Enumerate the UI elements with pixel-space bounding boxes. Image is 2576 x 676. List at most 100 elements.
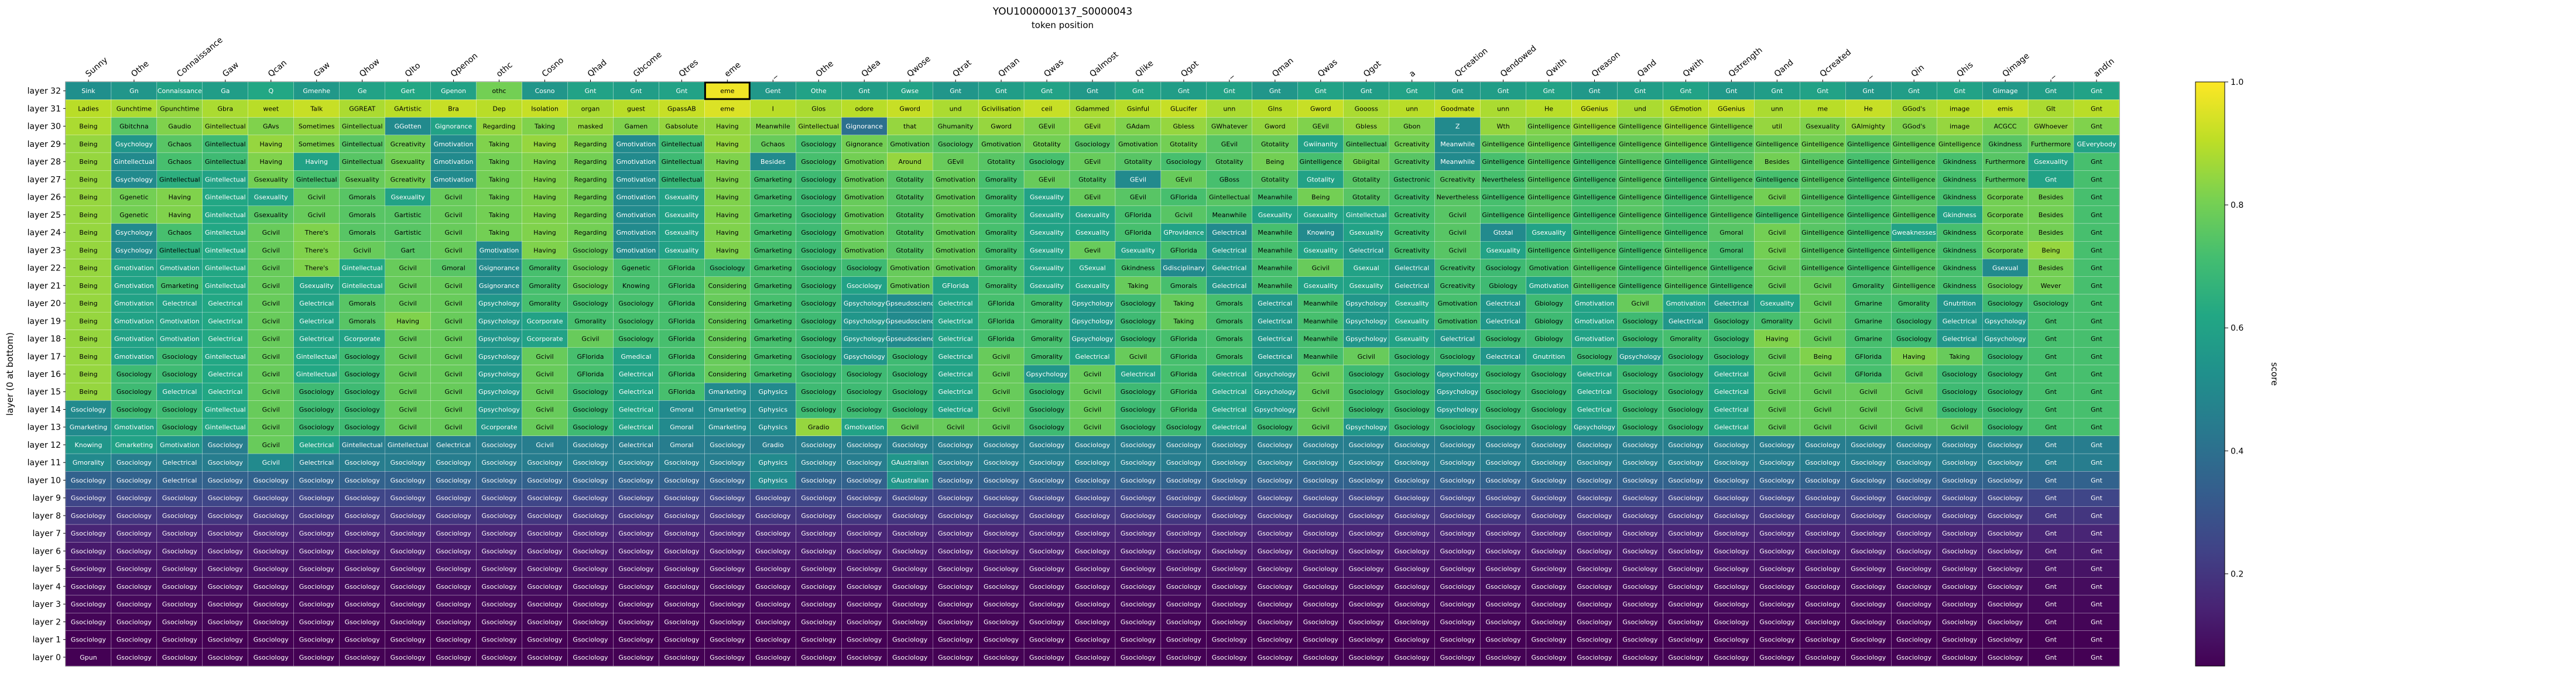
y-tick-label: layer 32 bbox=[28, 87, 61, 96]
colorbar-gradient bbox=[2195, 81, 2225, 667]
heatmap-cell bbox=[1023, 117, 1070, 135]
cell-token-label: Gnt bbox=[1087, 87, 1098, 95]
cell-token-label: Gnt bbox=[676, 87, 687, 95]
cell-token-label: unn bbox=[1406, 105, 1418, 112]
cell-token-label: guest bbox=[627, 105, 645, 112]
heatmap-cell bbox=[1252, 81, 1298, 100]
cell-token-label: Dep bbox=[492, 105, 505, 112]
cell-token-label: unn bbox=[1497, 105, 1509, 112]
heatmap-cell bbox=[248, 117, 294, 135]
cell-token-label: Gnt bbox=[1635, 87, 1646, 95]
heatmap-cell bbox=[1115, 81, 1162, 100]
cell-token-label: Gsinful bbox=[1127, 105, 1149, 112]
heatmap-cell bbox=[293, 117, 340, 135]
heatmap-cell bbox=[1434, 81, 1481, 100]
cell-token-label: I bbox=[772, 105, 774, 112]
heatmap-cell bbox=[111, 81, 157, 100]
cell-token-label: Gbless bbox=[1173, 123, 1195, 131]
cell-token-label: Gimage bbox=[1993, 87, 2018, 95]
heatmap-cell bbox=[1845, 99, 1892, 118]
cell-token-label: image bbox=[1950, 105, 1969, 112]
heatmap-cell bbox=[1526, 99, 1572, 118]
heatmap-cell bbox=[1297, 99, 1344, 118]
heatmap-cell bbox=[1754, 81, 1800, 100]
cell-token-label: othc bbox=[492, 87, 506, 95]
cell-token-label: Gnt bbox=[2091, 87, 2102, 95]
heatmap-cell bbox=[1617, 99, 1663, 118]
heatmap-cell bbox=[659, 99, 705, 118]
cell-token-label: Sometimes bbox=[299, 123, 335, 131]
cell-token-label: GGREAT bbox=[349, 105, 375, 112]
heatmap-cell bbox=[2027, 99, 2074, 118]
cell-token-label: Ga bbox=[221, 87, 229, 95]
cell-token-label: Gdammed bbox=[1075, 105, 1109, 112]
cell-token-label: Gintellectual bbox=[798, 123, 839, 131]
colorbar-tick-label: 0.6 bbox=[2231, 324, 2243, 333]
colorbar-tick-label: 0.8 bbox=[2231, 201, 2243, 210]
cell-token-label: Glos bbox=[811, 105, 825, 112]
heatmap-cell bbox=[1982, 81, 2029, 100]
cell-token-label: unn bbox=[1223, 105, 1235, 112]
cell-token-label: GEvil bbox=[1313, 123, 1329, 131]
heatmap-cell bbox=[1069, 99, 1116, 118]
cell-token-label: Having bbox=[716, 123, 739, 131]
cell-token-label: Glns bbox=[1268, 105, 1283, 112]
cell-token-label: Gnt bbox=[1680, 87, 1692, 95]
cell-token-label: Gnt bbox=[1224, 87, 1235, 95]
cell-token-label: Gnt bbox=[1498, 87, 1509, 95]
cell-token-label: Gunchtime bbox=[117, 105, 152, 112]
cell-token-label: Gnt bbox=[1862, 87, 1874, 95]
cell-token-label: Gnt bbox=[1406, 87, 1418, 95]
cell-token-label: Gnt bbox=[1817, 87, 1828, 95]
cell-token-label: Gword bbox=[991, 123, 1012, 131]
cell-token-label: Bra bbox=[448, 105, 459, 112]
cell-token-label: organ bbox=[581, 105, 600, 112]
heatmap-cell bbox=[1526, 81, 1572, 100]
heatmap-cell bbox=[430, 117, 477, 135]
cell-token-label: Goodmate bbox=[1441, 105, 1475, 112]
cell-token-label: Gnt bbox=[1725, 87, 1737, 95]
heatmap-cell bbox=[522, 117, 568, 135]
colorbar-tick-label: 0.4 bbox=[2231, 447, 2243, 456]
cell-token-label: Gaudio bbox=[168, 123, 191, 131]
cell-token-label: Gnt bbox=[1041, 87, 1053, 95]
cell-token-label: Gnt bbox=[1543, 87, 1555, 95]
cell-token-label: und bbox=[950, 105, 962, 112]
heatmap-cell bbox=[796, 117, 842, 135]
heatmap-cell bbox=[476, 99, 522, 118]
cell-token-label: Gent bbox=[765, 87, 781, 95]
heatmap-cell bbox=[1480, 99, 1526, 118]
chart-subtitle: token position bbox=[1031, 20, 1094, 30]
cell-token-label: Goooss bbox=[1355, 105, 1378, 112]
heatmap-cell bbox=[796, 99, 842, 118]
cell-token-label: me bbox=[1818, 105, 1828, 112]
cell-token-label: Gnt bbox=[1954, 87, 1965, 95]
heatmap-cell bbox=[978, 99, 1025, 118]
heatmap-cell bbox=[1115, 99, 1162, 118]
heatmap-cell bbox=[1160, 81, 1207, 100]
heatmap-cell bbox=[887, 99, 933, 118]
cell-token-label: Gmenhe bbox=[303, 87, 330, 95]
heatmap-cell bbox=[659, 81, 705, 100]
heatmap-cell bbox=[1160, 99, 1207, 118]
cell-token-label: Gword bbox=[1265, 123, 1286, 131]
cell-token-label: Sink bbox=[81, 87, 95, 95]
cell-token-label: Regarding bbox=[483, 123, 516, 131]
cell-token-label: Gbitchna bbox=[119, 123, 149, 131]
cell-token-label: Gnt bbox=[995, 87, 1007, 95]
heatmap-cell bbox=[293, 99, 340, 118]
heatmap-cell bbox=[1297, 117, 1344, 135]
cell-token-label: Gamen bbox=[625, 123, 648, 131]
heatmap-cell bbox=[1389, 99, 1435, 118]
heatmap-cell bbox=[1069, 117, 1116, 135]
cell-token-label: Ghumanity bbox=[938, 123, 974, 131]
heatmap-cell bbox=[476, 81, 522, 100]
cell-token-label: Gpenon bbox=[441, 87, 466, 95]
cell-token-label: Gnt bbox=[585, 87, 597, 95]
heatmap-cell bbox=[202, 99, 248, 118]
cell-token-label: Gwse bbox=[901, 87, 919, 95]
cell-token-label: GpassAB bbox=[667, 105, 696, 112]
heatmap-cell bbox=[796, 81, 842, 100]
cell-token-label: GGod's bbox=[1902, 105, 1926, 112]
heatmap-cell bbox=[1115, 117, 1162, 135]
